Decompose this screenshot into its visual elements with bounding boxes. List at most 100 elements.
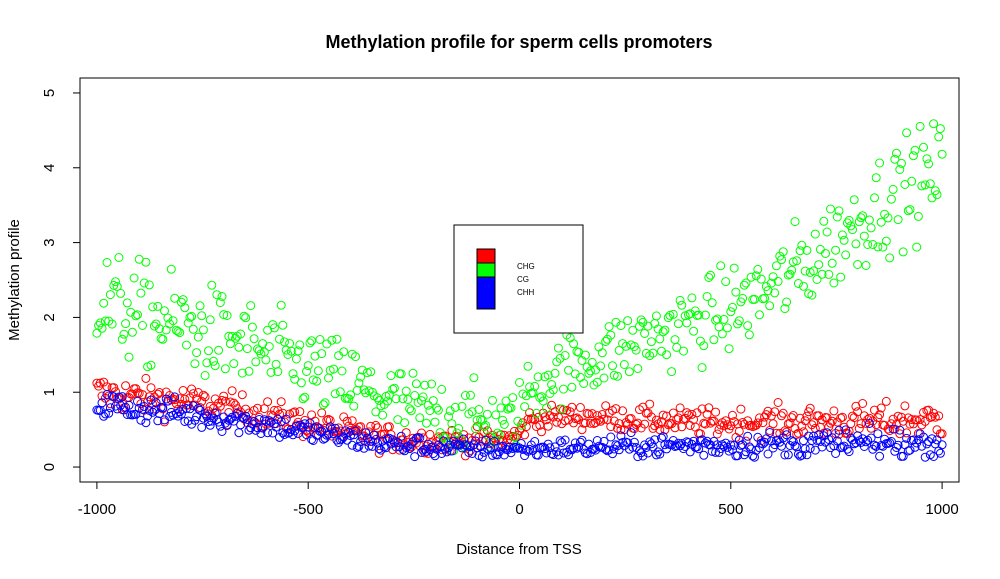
point-CHH	[677, 439, 687, 448]
point-CHH	[753, 432, 763, 442]
point-CG	[280, 337, 289, 347]
point-CG	[756, 274, 766, 284]
point-CG	[450, 402, 460, 412]
point-CG	[535, 393, 545, 403]
point-CG	[564, 365, 573, 375]
point-CHH	[821, 437, 830, 447]
point-CG	[246, 301, 256, 311]
point-CHH	[117, 392, 127, 402]
point-CHH	[564, 450, 573, 460]
point-CHG	[699, 418, 709, 428]
point-CHH	[886, 437, 896, 446]
point-CG	[315, 335, 325, 344]
point-CHH	[834, 425, 844, 435]
point-CG	[853, 260, 863, 269]
point-CHH	[653, 447, 663, 457]
point-CG	[753, 264, 763, 274]
point-CHG	[790, 424, 800, 433]
point-CHH	[521, 445, 531, 455]
point-CHH	[814, 430, 824, 440]
point-CG	[209, 356, 218, 366]
point-CHH	[444, 443, 453, 453]
point-CG	[886, 194, 896, 204]
point-CG	[288, 369, 298, 379]
point-CHG	[460, 451, 470, 461]
point-CHG	[711, 407, 721, 417]
point-CHH	[807, 436, 817, 445]
point-CHG	[459, 430, 469, 440]
point-CHH	[215, 421, 225, 431]
point-CHG	[763, 406, 773, 416]
point-CG	[403, 395, 413, 404]
point-CHH	[530, 437, 540, 446]
point-CG	[876, 217, 886, 227]
point-CG	[606, 330, 616, 340]
point-CG	[285, 339, 295, 348]
point-CHH	[589, 444, 599, 454]
point-CG	[743, 321, 753, 331]
point-CG	[773, 276, 783, 286]
point-CG	[190, 359, 200, 369]
point-CG	[685, 309, 695, 319]
point-CG	[755, 310, 764, 320]
point-CHH	[406, 439, 416, 449]
point-CG	[888, 184, 898, 194]
point-CG	[296, 378, 306, 388]
point-CG	[121, 319, 131, 329]
point-CHG	[912, 415, 922, 425]
y-tick-label: 4	[41, 164, 58, 172]
point-CHH	[471, 436, 481, 446]
point-CHH	[613, 441, 622, 451]
point-CHG	[523, 414, 533, 424]
point-CG	[726, 307, 736, 317]
point-CHH	[559, 448, 568, 458]
point-CG	[631, 345, 641, 355]
x-tick-label: 500	[718, 501, 743, 518]
x-tick-label: 1000	[925, 501, 958, 518]
point-CG	[351, 352, 360, 362]
point-CHG	[425, 429, 435, 439]
point-CHG	[775, 428, 785, 438]
y-axis-label: Methylation profile	[6, 219, 23, 341]
point-CG	[129, 273, 139, 283]
point-CHH	[910, 442, 920, 452]
point-CHH	[119, 405, 129, 415]
x-axis-label: Distance from TSS	[456, 541, 582, 558]
point-CG	[783, 270, 793, 280]
point-CHG	[565, 407, 575, 417]
point-CG	[291, 354, 301, 364]
point-CG	[433, 405, 443, 415]
point-CG	[917, 181, 927, 191]
point-CG	[792, 256, 802, 266]
point-CG	[623, 316, 633, 326]
point-CG	[655, 334, 665, 344]
point-CG	[795, 246, 805, 256]
point-CG	[300, 392, 310, 402]
point-CG	[138, 321, 147, 330]
point-CG	[302, 367, 311, 376]
point-CHG	[875, 410, 885, 420]
legend-label-CG: CG	[517, 275, 529, 284]
point-CG	[481, 421, 491, 430]
point-CHH	[609, 444, 619, 454]
point-CHH	[787, 436, 797, 446]
point-CHH	[305, 418, 315, 428]
point-CHH	[606, 432, 616, 442]
point-CG	[523, 361, 533, 371]
point-CG	[531, 408, 541, 418]
point-CG	[929, 119, 939, 129]
point-CG	[305, 338, 315, 348]
point-CG	[836, 272, 846, 282]
point-CHG	[557, 419, 567, 429]
point-CG	[175, 328, 185, 338]
point-CHH	[161, 394, 171, 404]
point-CG	[415, 413, 425, 423]
point-CG	[335, 387, 345, 397]
point-CHG	[520, 430, 530, 440]
point-CG	[704, 273, 714, 282]
point-CG	[734, 316, 744, 326]
point-CHH	[553, 450, 563, 460]
point-CHH	[812, 435, 822, 445]
point-CG	[925, 179, 935, 189]
